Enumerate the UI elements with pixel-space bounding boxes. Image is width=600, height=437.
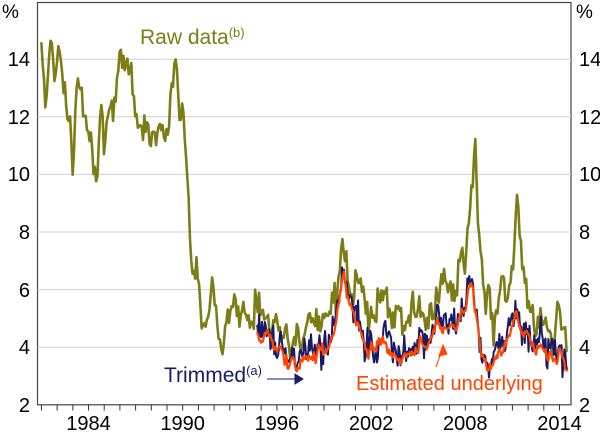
svg-text:14: 14 <box>8 49 30 71</box>
svg-text:1990: 1990 <box>160 413 205 435</box>
svg-text:8: 8 <box>579 222 590 244</box>
svg-text:10: 10 <box>579 164 600 186</box>
svg-text:12: 12 <box>8 107 30 129</box>
svg-text:2014: 2014 <box>537 413 582 435</box>
svg-text:8: 8 <box>19 222 30 244</box>
svg-text:4: 4 <box>579 337 590 359</box>
svg-text:1984: 1984 <box>66 413 111 435</box>
svg-text:12: 12 <box>579 107 600 129</box>
svg-text:Estimated underlying: Estimated underlying <box>356 373 543 395</box>
svg-text:4: 4 <box>19 337 30 359</box>
svg-text:2002: 2002 <box>349 413 394 435</box>
svg-text:14: 14 <box>579 49 600 71</box>
svg-text:6: 6 <box>579 280 590 302</box>
svg-text:10: 10 <box>8 164 30 186</box>
svg-text:2: 2 <box>19 395 30 417</box>
svg-text:1996: 1996 <box>255 413 300 435</box>
svg-text:6: 6 <box>19 280 30 302</box>
svg-text:2008: 2008 <box>443 413 488 435</box>
svg-text:%: % <box>2 2 19 23</box>
svg-text:%: % <box>576 2 593 23</box>
